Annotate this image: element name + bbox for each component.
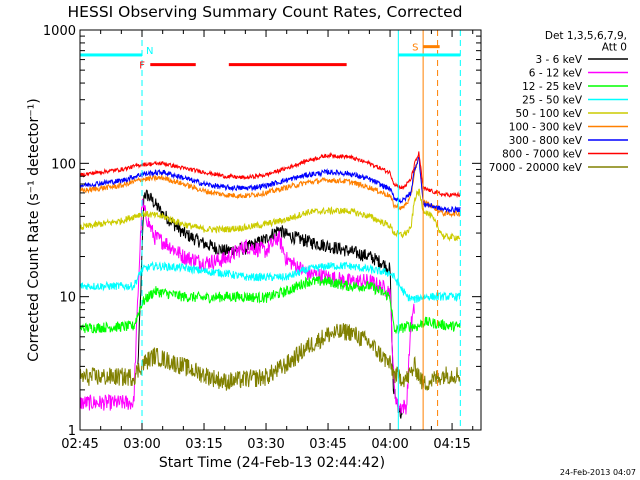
series-line-6 [80,156,461,214]
y-tick-label-3: 1000 [43,24,76,39]
legend: Det 1,3,5,6,7,9,Att 0 3 - 6 keV 6 - 12 keV… [489,30,628,174]
legend-label-2: 12 - 25 keV [522,81,583,93]
flag-bar-1-1 [398,53,461,57]
flag-label-f: F [139,61,145,72]
y-tick-label-1: 10 [59,291,76,306]
x-tick-label-4: 03:45 [309,437,346,452]
legend-label-6: 300 - 800 keV [509,135,583,147]
legend-header-0: Det 1,3,5,6,7,9, [545,30,627,42]
y-tick-label-0: 1 [68,424,76,439]
series-line-5 [80,154,461,218]
plot-frame [79,29,482,431]
y-axis-label: Corrected Count Rate (s⁻¹ detector⁻¹) [26,98,42,361]
flag-bar-2-0 [423,45,440,49]
flag-bar-0-0 [150,63,196,67]
x-tick-label-1: 03:00 [123,437,160,452]
legend-label-1: 6 - 12 keV [529,68,583,80]
series-line-7 [80,151,461,199]
series-line-4 [80,188,461,242]
flag-bar-0-1 [228,63,347,67]
series-line-2 [80,276,461,334]
x-tick-label-6: 04:15 [433,437,470,452]
x-tick-label-3: 03:30 [247,437,284,452]
x-tick-label-5: 04:00 [371,437,408,452]
event-markers: FN S [80,30,461,430]
plot-area [80,151,461,419]
legend-label-3: 25 - 50 keV [522,95,583,107]
series-line-3 [80,260,461,304]
legend-label-8: 7000 - 20000 keV [489,162,583,174]
axes: 02:45 03:00 03:15 03:30 03:45 04:00 04:15 1 10 10… [43,24,481,452]
legend-label-7: 800 - 7000 keV [502,149,583,161]
flag-bar-1-0 [80,53,143,57]
flag-label-s: S [412,43,418,54]
series-line-8 [80,323,461,391]
x-axis-label: Start Time (24-Feb-13 02:44:42) [159,455,385,471]
series-line-1 [80,198,415,415]
series-line-0 [137,189,403,419]
x-tick-label-0: 02:45 [61,437,98,452]
legend-label-4: 50 - 100 keV [515,108,582,120]
chart-title: HESSI Observing Summary Count Rates, Cor… [68,3,463,21]
flag-label-n: N [146,46,153,57]
x-tick-label-2: 03:15 [185,437,222,452]
legend-label-0: 3 - 6 keV [535,54,582,66]
plot-timestamp: 24-Feb-2013 04:07 [560,468,636,477]
legend-label-5: 100 - 300 keV [509,122,583,134]
legend-header-1: Att 0 [602,42,627,54]
y-tick-label-2: 100 [51,157,76,172]
